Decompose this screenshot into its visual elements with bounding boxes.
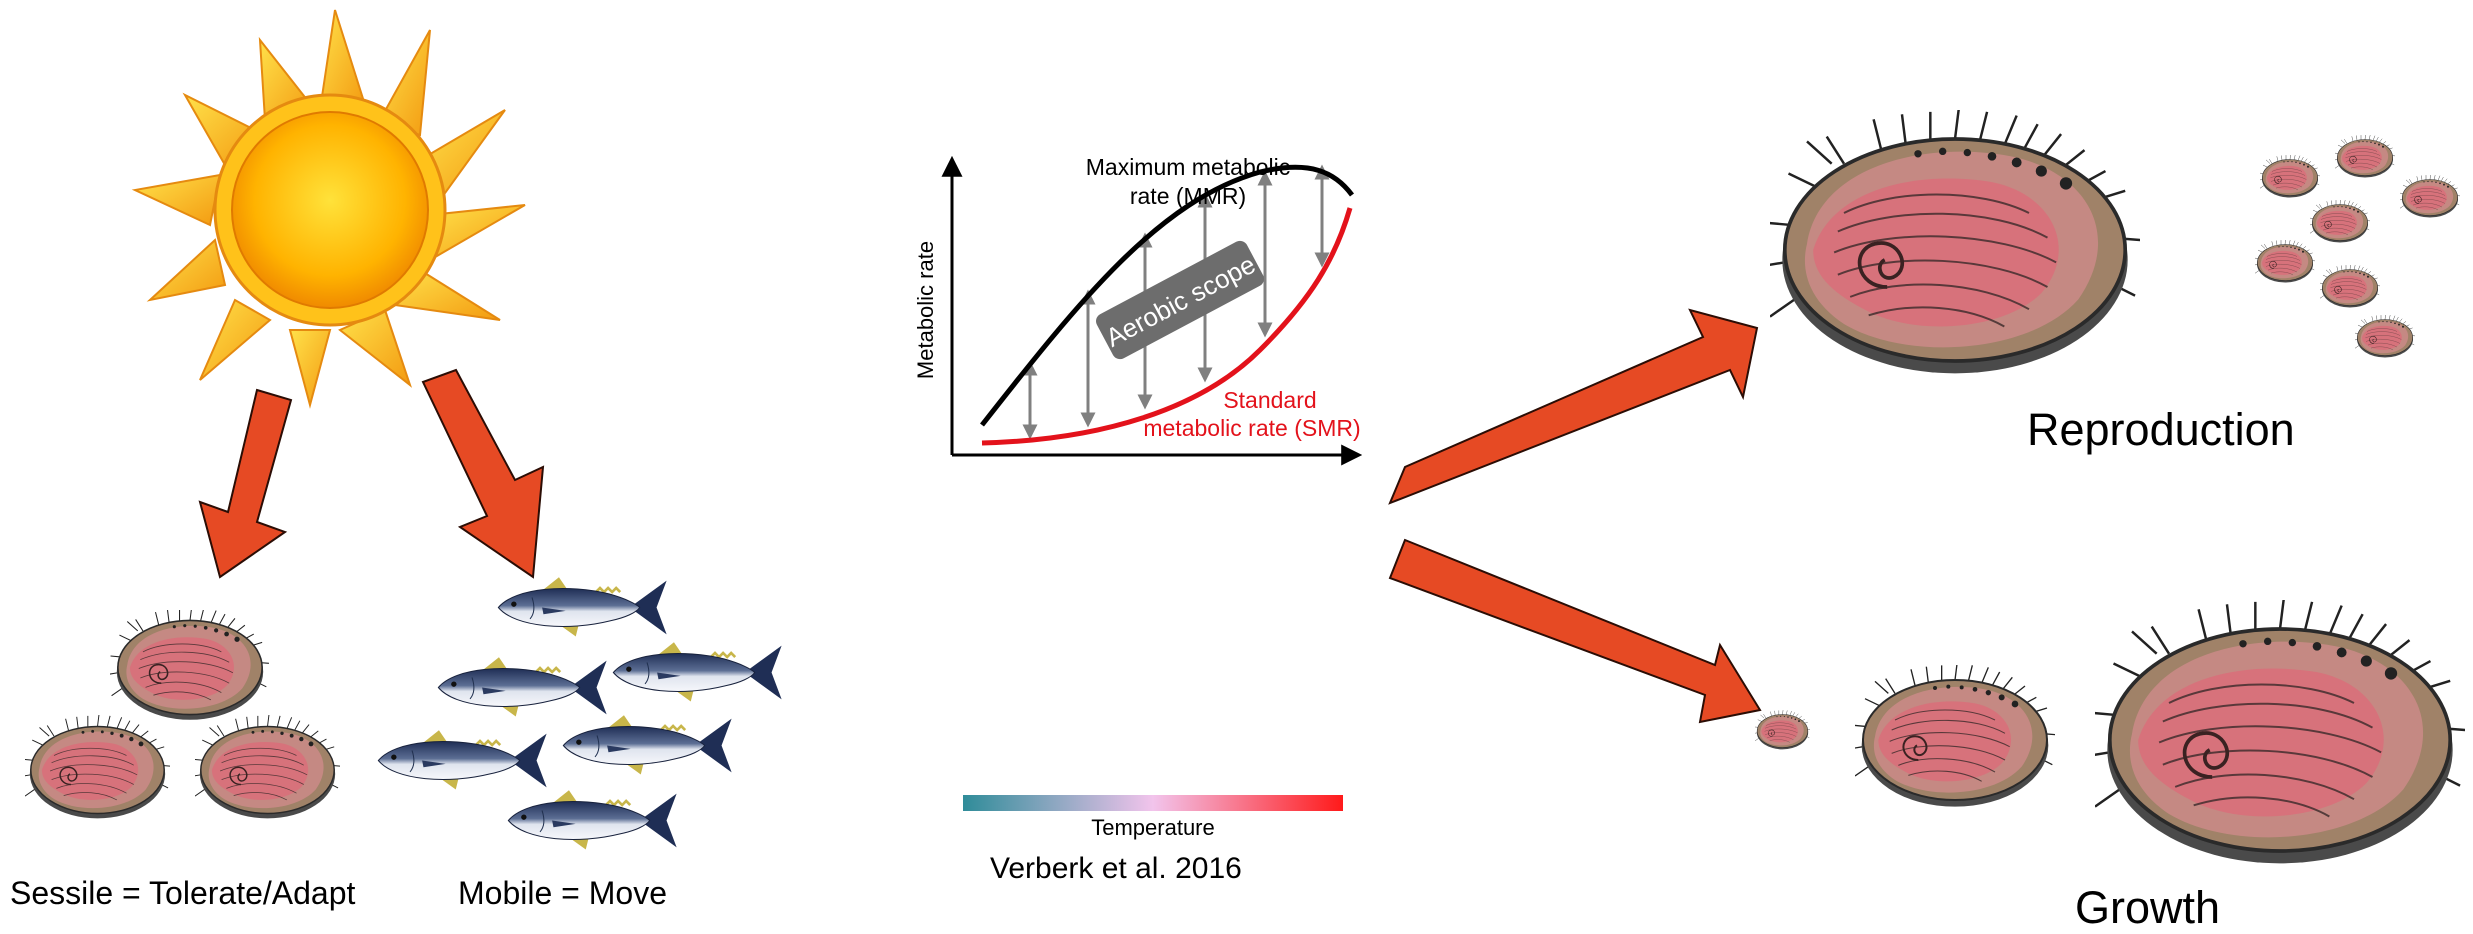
abalone-icon <box>1855 665 2055 808</box>
abalone-icon <box>195 715 340 820</box>
temperature-label: Temperature <box>1091 815 1215 840</box>
sun-icon <box>131 9 526 409</box>
arrow-sun-to-sessile <box>198 388 293 579</box>
reproduction-adult-abalone <box>1770 110 2140 376</box>
arrow-sun-to-mobile <box>421 368 545 579</box>
citation-label: Verberk et al. 2016 <box>990 852 1242 885</box>
sessile-abalone-group <box>25 610 340 820</box>
tuna-icon <box>561 713 734 776</box>
abalone-icon <box>2255 240 2315 283</box>
offspring-abalone-group <box>2255 135 2460 358</box>
y-axis-label: Metabolic rate <box>913 241 938 379</box>
abalone-icon <box>2355 315 2415 358</box>
arrow-to-reproduction <box>1388 308 1759 505</box>
abalone-icon <box>25 715 170 820</box>
mobile-fish-group <box>376 575 784 851</box>
aerobic-scope-box: Aerobic scope <box>1096 240 1264 360</box>
tuna-icon <box>506 788 679 851</box>
tuna-icon <box>496 575 669 638</box>
tuna-icon <box>611 640 784 703</box>
aerobic-scope-label: Aerobic scope <box>1101 249 1261 353</box>
smr-label-line2: metabolic rate (SMR) <box>1143 415 1360 441</box>
sessile-label: Sessile = Tolerate/Adapt <box>10 875 356 911</box>
abalone-icon <box>1755 710 1810 750</box>
abalone-icon <box>2400 175 2460 218</box>
reproduction-label: Reproduction <box>2027 404 2295 455</box>
tuna-icon <box>436 655 609 718</box>
growth-label: Growth <box>2075 882 2221 933</box>
metabolic-rate-graph: Aerobic scope Metabolic rate Maximum met… <box>913 154 1363 466</box>
mmr-label-line1: Maximum metabolic <box>1086 154 1291 180</box>
mmr-curve <box>980 164 1355 427</box>
arrow-to-growth <box>1388 538 1762 724</box>
mobile-label: Mobile = Move <box>458 875 667 911</box>
abalone-icon <box>2095 600 2465 866</box>
abalone-icon <box>2310 200 2370 243</box>
growth-abalone-series <box>1755 600 2465 866</box>
smr-curve <box>981 207 1353 446</box>
abalone-icon <box>2260 155 2320 198</box>
abalone-icon <box>110 610 270 721</box>
abalone-icon <box>2320 265 2380 308</box>
tuna-icon <box>376 728 549 791</box>
abalone-icon <box>2335 135 2395 178</box>
temperature-gradient-bar <box>963 795 1343 811</box>
mmr-label-line2: rate (MMR) <box>1130 183 1246 209</box>
abalone-icon <box>1770 110 2140 376</box>
smr-label-line1: Standard <box>1223 387 1316 413</box>
